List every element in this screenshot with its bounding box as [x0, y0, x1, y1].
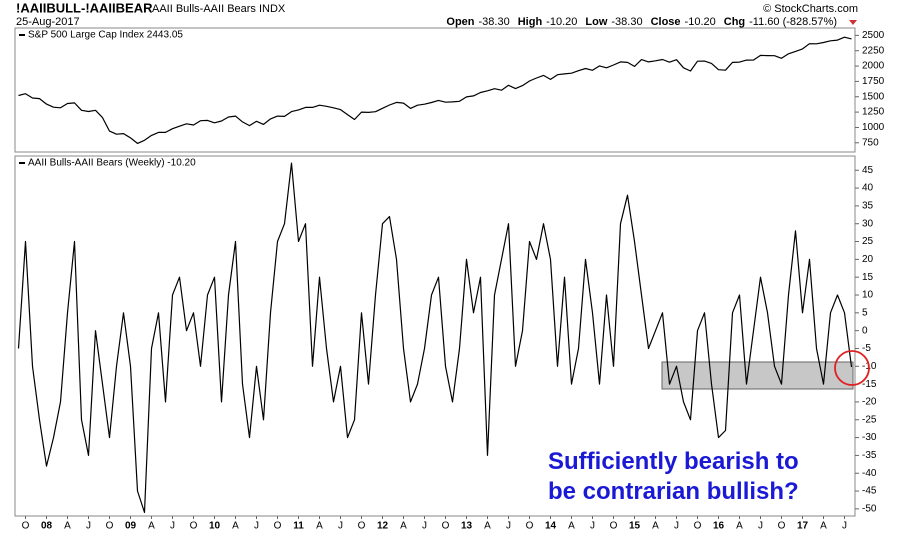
- quote-value: -38.30: [479, 16, 510, 28]
- y-tick-label: -20: [862, 397, 877, 408]
- indicator-panel: [14, 155, 856, 517]
- x-tick-label: A: [484, 521, 491, 532]
- y-tick-label: -35: [862, 450, 877, 461]
- y-tick-label: 1000: [862, 122, 885, 133]
- x-tick-label: A: [736, 521, 743, 532]
- date: 25-Aug-2017: [16, 16, 80, 28]
- x-tick-label: A: [568, 521, 575, 532]
- data-line: [17, 162, 853, 513]
- y-tick-label: 2000: [862, 61, 885, 72]
- x-tick-label: J: [254, 521, 259, 532]
- x-tick-label: O: [190, 521, 198, 532]
- x-tick-label: J: [86, 521, 91, 532]
- x-tick-label: O: [778, 521, 786, 532]
- x-tick-label: A: [400, 521, 407, 532]
- y-tick-label: -50: [862, 504, 877, 515]
- y-tick-label: 0: [862, 325, 868, 336]
- down-arrow: [849, 20, 857, 25]
- quote-value: -11.60 (-828.57%): [749, 16, 837, 28]
- x-tick-label: J: [674, 521, 679, 532]
- y-tick-label: 1250: [862, 107, 885, 118]
- x-tick-label: A: [652, 521, 659, 532]
- quote-label: Open: [446, 16, 474, 28]
- price-panel: [14, 27, 856, 153]
- y-tick-label: -25: [862, 414, 877, 425]
- x-tick-label: A: [316, 521, 323, 532]
- x-tick-label: 14: [545, 521, 557, 532]
- x-tick-label: O: [526, 521, 534, 532]
- x-tick-label: 15: [629, 521, 641, 532]
- x-tick-label: J: [422, 521, 427, 532]
- y-tick-label: 1750: [862, 76, 885, 87]
- x-tick-label: O: [22, 521, 30, 532]
- y-tick-label: 30: [862, 218, 874, 229]
- annotation: Sufficiently bearish to: [548, 448, 799, 475]
- x-tick-label: 12: [377, 521, 389, 532]
- annotation: be contrarian bullish?: [548, 478, 799, 505]
- y-tick-label: -40: [862, 468, 877, 479]
- x-tick-label: 10: [209, 521, 221, 532]
- quote: Open -38.30 High -10.20 Low -38.30 Close -10.20…: [446, 16, 837, 28]
- y-tick-label: 15: [862, 272, 874, 283]
- x-tick-label: A: [64, 521, 71, 532]
- quote-label: High: [518, 16, 543, 28]
- x-tick-label: O: [442, 521, 450, 532]
- y-tick-label: -5: [862, 343, 871, 354]
- quote-value: -38.30: [611, 16, 642, 28]
- subtitle: AAII Bulls-AAII Bears INDX: [152, 3, 286, 15]
- x-tick-label: J: [758, 521, 763, 532]
- y-tick-label: 5: [862, 307, 868, 318]
- y-tick-label: 10: [862, 290, 874, 301]
- quote-label: Low: [585, 16, 607, 28]
- y-tick-label: 35: [862, 201, 874, 212]
- x-tick-label: A: [820, 521, 827, 532]
- x-tick-label: 13: [461, 521, 473, 532]
- y-tick-label: -15: [862, 379, 877, 390]
- quote-label: Close: [651, 16, 681, 28]
- x-tick-label: 16: [713, 521, 725, 532]
- y-tick-label: 45: [862, 165, 874, 176]
- x-tick-label: J: [338, 521, 343, 532]
- data-line: [18, 36, 852, 144]
- x-tick-label: J: [590, 521, 595, 532]
- x-tick-label: 09: [125, 521, 137, 532]
- y-tick-label: -30: [862, 432, 877, 443]
- x-tick-label: J: [170, 521, 175, 532]
- x-tick-label: J: [506, 521, 511, 532]
- y-tick-label: -45: [862, 486, 877, 497]
- x-tick-label: 11: [293, 521, 304, 532]
- chart-title: !AAIIBULL-!AAIIBEAR: [16, 0, 153, 15]
- y-tick-label: 40: [862, 183, 874, 194]
- x-tick-label: 08: [41, 521, 53, 532]
- x-tick-label: O: [106, 521, 114, 532]
- y-tick-label: 25: [862, 236, 874, 247]
- x-tick-label: 17: [797, 521, 809, 532]
- quote-value: -10.20: [546, 16, 577, 28]
- y-tick-label: 750: [862, 137, 879, 148]
- quote-label: Chg: [724, 16, 745, 28]
- x-tick-label: A: [232, 521, 239, 532]
- legend-label: AAII Bulls-AAII Bears (Weekly) -10.20: [28, 158, 196, 169]
- y-tick-label: 20: [862, 254, 874, 265]
- x-tick-label: J: [842, 521, 847, 532]
- y-tick-label: 1500: [862, 91, 885, 102]
- source: © StockCharts.com: [763, 3, 858, 15]
- y-tick-label: 2500: [862, 30, 885, 41]
- x-tick-label: A: [148, 521, 155, 532]
- y-tick-label: 2250: [862, 45, 885, 56]
- highlight-circle: [834, 350, 870, 386]
- x-tick-label: O: [694, 521, 702, 532]
- legend-label: S&P 500 Large Cap Index 2443.05: [28, 30, 183, 41]
- quote-value: -10.20: [685, 16, 716, 28]
- x-tick-label: O: [274, 521, 282, 532]
- x-tick-label: O: [358, 521, 366, 532]
- x-tick-label: O: [610, 521, 618, 532]
